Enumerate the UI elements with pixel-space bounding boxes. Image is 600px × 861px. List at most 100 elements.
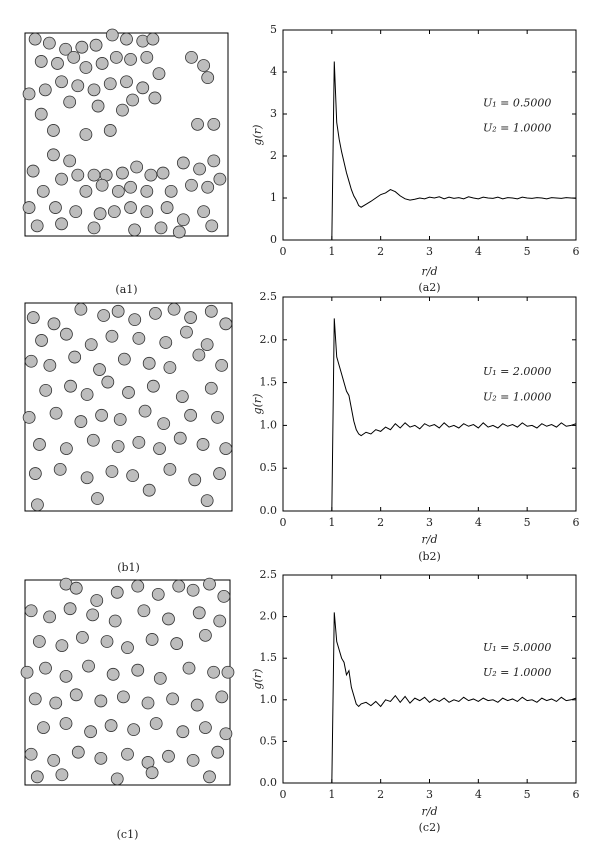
particle bbox=[124, 52, 137, 66]
particle bbox=[24, 354, 38, 368]
y-tick-label: 2.0 bbox=[260, 333, 278, 346]
particle bbox=[149, 306, 162, 320]
particle bbox=[74, 415, 88, 428]
particle bbox=[200, 338, 214, 352]
particle bbox=[207, 665, 221, 679]
particle bbox=[95, 178, 109, 192]
x-tick-label: 2 bbox=[377, 788, 384, 801]
particle bbox=[221, 665, 235, 679]
y-tick-label: 1.0 bbox=[260, 693, 278, 706]
particle bbox=[104, 719, 118, 732]
particle bbox=[47, 754, 61, 767]
particle bbox=[157, 417, 171, 431]
particle bbox=[20, 665, 34, 679]
plot-frame bbox=[282, 29, 577, 241]
particle bbox=[47, 124, 60, 137]
particle bbox=[63, 154, 77, 168]
particle bbox=[207, 154, 221, 168]
panel-label: (a2) bbox=[418, 281, 440, 294]
particle bbox=[142, 356, 156, 370]
particle bbox=[207, 117, 221, 131]
annotation: U₂ = 1.0000 bbox=[483, 666, 551, 679]
particle bbox=[166, 692, 180, 706]
y-tick-label: 0.0 bbox=[260, 504, 278, 517]
particle bbox=[131, 663, 145, 677]
particle bbox=[163, 361, 177, 374]
x-tick-label: 6 bbox=[573, 516, 580, 529]
particle bbox=[105, 465, 119, 478]
panel-label: (a1) bbox=[115, 283, 137, 296]
particle bbox=[97, 309, 111, 322]
x-tick-label: 0 bbox=[280, 245, 287, 258]
particle bbox=[33, 438, 46, 451]
particle bbox=[184, 408, 198, 422]
x-tick-label: 2 bbox=[377, 245, 384, 258]
plot-frame bbox=[282, 574, 577, 784]
particle bbox=[146, 32, 160, 46]
x-tick-label: 1 bbox=[328, 245, 335, 258]
particle bbox=[144, 168, 158, 182]
annotation: U₁ = 2.0000 bbox=[483, 365, 551, 378]
particle bbox=[198, 628, 212, 642]
y-tick-label: 5 bbox=[270, 23, 277, 36]
particle bbox=[167, 302, 181, 316]
particle bbox=[172, 225, 186, 239]
particle bbox=[116, 103, 129, 117]
annotation: U₁ = 5.0000 bbox=[483, 641, 551, 654]
particle bbox=[110, 772, 124, 786]
particle bbox=[132, 331, 146, 345]
particle bbox=[211, 745, 225, 759]
particle bbox=[60, 442, 73, 456]
particle bbox=[131, 579, 145, 593]
particle bbox=[163, 462, 177, 476]
particle bbox=[188, 473, 202, 487]
x-tick-label: 6 bbox=[573, 788, 580, 801]
particle bbox=[67, 50, 81, 64]
particle bbox=[162, 749, 175, 763]
particle bbox=[126, 469, 140, 483]
x-axis-label: r/d bbox=[421, 805, 437, 818]
y-axis-label: g(r) bbox=[251, 394, 264, 415]
particle bbox=[121, 641, 134, 655]
particle bbox=[128, 313, 142, 327]
particle bbox=[49, 696, 63, 710]
particle bbox=[182, 661, 196, 675]
particle bbox=[217, 590, 231, 603]
particle bbox=[55, 75, 68, 89]
particle bbox=[51, 57, 64, 70]
particle bbox=[108, 614, 122, 628]
particle bbox=[116, 166, 129, 180]
snapshot-box bbox=[24, 579, 231, 786]
particle bbox=[186, 754, 200, 767]
particle bbox=[184, 311, 198, 324]
particle bbox=[148, 91, 162, 105]
particle bbox=[22, 410, 36, 424]
panel-label: (b1) bbox=[117, 561, 140, 574]
particle bbox=[59, 717, 73, 730]
particle bbox=[42, 36, 56, 50]
particle bbox=[103, 124, 117, 137]
particle bbox=[47, 317, 61, 331]
particle bbox=[87, 168, 101, 182]
particle bbox=[203, 770, 216, 784]
particle bbox=[204, 381, 218, 395]
particle bbox=[198, 721, 212, 734]
particle bbox=[132, 435, 146, 449]
particle bbox=[28, 467, 42, 480]
particle bbox=[145, 633, 159, 646]
particle bbox=[140, 205, 154, 219]
x-tick-label: 0 bbox=[280, 516, 287, 529]
particle bbox=[55, 217, 68, 231]
particle bbox=[24, 604, 38, 618]
panel-label: (b2) bbox=[418, 550, 441, 563]
particle bbox=[111, 440, 125, 453]
particle bbox=[82, 659, 95, 673]
particle bbox=[59, 42, 72, 56]
x-tick-label: 4 bbox=[475, 245, 482, 258]
particle bbox=[93, 207, 107, 221]
particle bbox=[136, 81, 150, 95]
particle bbox=[176, 725, 190, 739]
particle bbox=[153, 442, 166, 456]
y-tick-label: 1.5 bbox=[260, 651, 278, 664]
